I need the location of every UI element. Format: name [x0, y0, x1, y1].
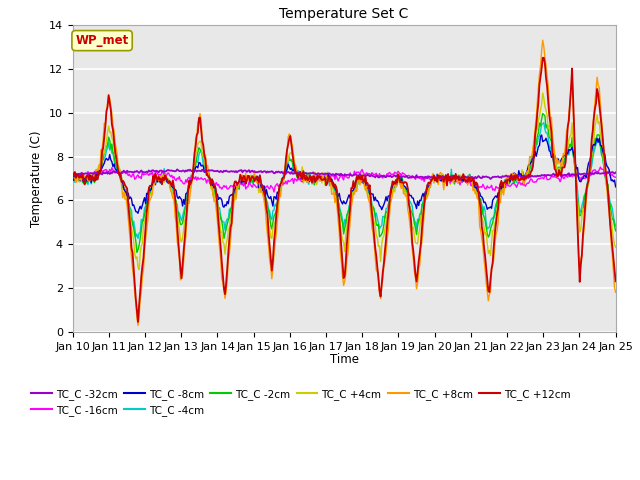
Line: TC_C +8cm: TC_C +8cm	[73, 40, 616, 325]
TC_C -2cm	[601, 169, 609, 175]
TC_C -32cm	[69, 170, 77, 176]
Text: WP_met: WP_met	[76, 34, 129, 47]
TC_C -2cm	[69, 176, 77, 181]
TC_C -4cm	[393, 181, 401, 187]
TC_C +12cm	[539, 55, 547, 60]
TC_C +8cm	[393, 183, 401, 189]
TC_C +8cm	[601, 161, 609, 167]
TC_C -2cm	[133, 250, 141, 255]
TC_C +4cm	[601, 167, 609, 172]
TC_C -4cm	[612, 223, 620, 229]
TC_C +8cm	[134, 323, 142, 328]
TC_C -8cm	[612, 184, 620, 190]
TC_C -8cm	[134, 210, 142, 216]
TC_C -4cm	[331, 187, 339, 193]
TC_C -2cm	[612, 228, 620, 234]
TC_C +12cm	[612, 278, 620, 284]
TC_C -32cm	[173, 167, 181, 172]
Legend: TC_C -32cm, TC_C -16cm, TC_C -8cm, TC_C -4cm, TC_C -2cm, TC_C +4cm, TC_C +8cm, T: TC_C -32cm, TC_C -16cm, TC_C -8cm, TC_C …	[27, 385, 575, 420]
Line: TC_C -16cm: TC_C -16cm	[73, 167, 616, 192]
TC_C -2cm	[515, 178, 523, 184]
TC_C +4cm	[515, 181, 523, 187]
TC_C -16cm	[596, 164, 604, 170]
TC_C -16cm	[270, 189, 278, 195]
TC_C -2cm	[364, 190, 371, 195]
TC_C -8cm	[69, 174, 77, 180]
TC_C -8cm	[328, 176, 335, 182]
Line: TC_C +12cm: TC_C +12cm	[73, 58, 616, 322]
TC_C -16cm	[515, 179, 523, 185]
TC_C +8cm	[69, 170, 77, 176]
Title: Temperature Set C: Temperature Set C	[280, 7, 409, 21]
TC_C +4cm	[135, 267, 143, 273]
TC_C -16cm	[393, 171, 401, 177]
Line: TC_C +4cm: TC_C +4cm	[73, 93, 616, 270]
Line: TC_C -2cm: TC_C -2cm	[73, 113, 616, 252]
TC_C +12cm	[134, 319, 142, 325]
TC_C -32cm	[516, 172, 524, 178]
TC_C -16cm	[328, 172, 335, 178]
Line: TC_C -32cm: TC_C -32cm	[73, 169, 616, 179]
TC_C -32cm	[393, 173, 401, 179]
TC_C +8cm	[612, 289, 620, 295]
TC_C -32cm	[486, 176, 494, 182]
TC_C +12cm	[515, 177, 523, 183]
TC_C -8cm	[331, 185, 339, 191]
TC_C -8cm	[393, 182, 401, 188]
TC_C -16cm	[612, 174, 620, 180]
TC_C -32cm	[612, 169, 620, 175]
TC_C +12cm	[393, 180, 401, 186]
TC_C -32cm	[328, 172, 335, 178]
TC_C -32cm	[364, 172, 371, 178]
X-axis label: Time: Time	[330, 353, 358, 366]
TC_C +8cm	[515, 178, 523, 184]
TC_C +4cm	[612, 244, 620, 250]
TC_C -16cm	[364, 171, 371, 177]
TC_C -4cm	[134, 236, 142, 241]
TC_C +4cm	[539, 90, 547, 96]
TC_C -8cm	[538, 132, 545, 138]
Line: TC_C -8cm: TC_C -8cm	[73, 135, 616, 213]
TC_C -8cm	[515, 168, 523, 174]
TC_C -8cm	[364, 185, 371, 191]
TC_C -4cm	[69, 175, 77, 181]
TC_C -16cm	[69, 171, 77, 177]
Line: TC_C -4cm: TC_C -4cm	[73, 122, 616, 239]
TC_C -32cm	[601, 170, 609, 176]
Y-axis label: Temperature (C): Temperature (C)	[30, 130, 44, 227]
TC_C -2cm	[331, 185, 339, 191]
TC_C -4cm	[328, 180, 335, 186]
TC_C -16cm	[331, 177, 339, 182]
TC_C +12cm	[601, 158, 609, 164]
TC_C -4cm	[364, 188, 371, 193]
TC_C +8cm	[364, 193, 371, 199]
TC_C -2cm	[393, 176, 401, 181]
TC_C +4cm	[69, 177, 77, 182]
TC_C +12cm	[364, 180, 371, 186]
TC_C +4cm	[393, 181, 401, 187]
TC_C -2cm	[328, 179, 335, 184]
TC_C -2cm	[539, 110, 547, 116]
TC_C -4cm	[540, 120, 548, 125]
TC_C +12cm	[69, 175, 77, 180]
TC_C -16cm	[601, 173, 609, 179]
TC_C +12cm	[328, 178, 335, 184]
TC_C +8cm	[328, 191, 335, 197]
TC_C -4cm	[515, 180, 523, 186]
TC_C +8cm	[331, 200, 339, 205]
TC_C +8cm	[539, 37, 547, 43]
TC_C +12cm	[331, 181, 339, 187]
TC_C +4cm	[328, 179, 335, 184]
TC_C -8cm	[601, 151, 609, 157]
TC_C +4cm	[331, 192, 339, 198]
TC_C +4cm	[364, 190, 371, 195]
TC_C -4cm	[601, 173, 609, 179]
TC_C -32cm	[331, 173, 339, 179]
